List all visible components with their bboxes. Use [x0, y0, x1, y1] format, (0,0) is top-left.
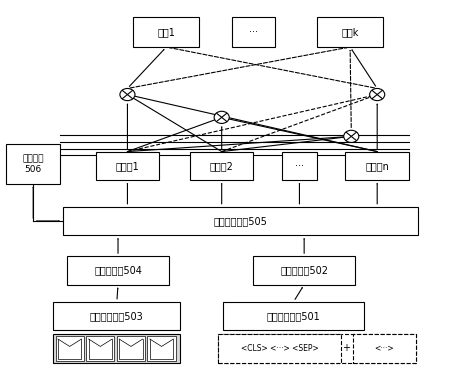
FancyBboxPatch shape: [63, 207, 419, 235]
FancyBboxPatch shape: [86, 336, 115, 361]
Text: 文本编码器502: 文本编码器502: [280, 265, 328, 275]
FancyBboxPatch shape: [96, 152, 159, 180]
Text: 门控网络
506: 门控网络 506: [22, 154, 44, 173]
Text: 解码器1: 解码器1: [116, 161, 139, 171]
FancyBboxPatch shape: [218, 334, 341, 363]
FancyBboxPatch shape: [6, 144, 60, 184]
Text: 解码器n: 解码器n: [365, 161, 389, 171]
Text: +: +: [342, 343, 349, 354]
Text: 特征融合模块505: 特征融合模块505: [214, 216, 267, 226]
FancyBboxPatch shape: [147, 336, 176, 361]
FancyBboxPatch shape: [53, 302, 181, 330]
FancyBboxPatch shape: [67, 256, 169, 285]
FancyBboxPatch shape: [55, 336, 84, 361]
Text: ···: ···: [295, 161, 304, 171]
FancyBboxPatch shape: [223, 302, 364, 330]
FancyBboxPatch shape: [346, 152, 409, 180]
FancyBboxPatch shape: [282, 152, 317, 180]
Text: ···: ···: [249, 27, 258, 37]
FancyBboxPatch shape: [133, 16, 199, 47]
Circle shape: [344, 130, 359, 142]
Text: 目标图像序列503: 目标图像序列503: [90, 311, 144, 321]
Text: <···>: <···>: [374, 344, 394, 353]
FancyBboxPatch shape: [218, 334, 416, 363]
Text: 目标文本序列501: 目标文本序列501: [267, 311, 320, 321]
Circle shape: [214, 111, 229, 123]
FancyBboxPatch shape: [190, 152, 254, 180]
FancyBboxPatch shape: [232, 16, 275, 47]
Text: 图像编码器504: 图像编码器504: [94, 265, 142, 275]
Circle shape: [370, 88, 385, 101]
Text: <CLS> <···> <SEP>: <CLS> <···> <SEP>: [241, 344, 319, 353]
Text: 任务k: 任务k: [341, 27, 359, 37]
FancyBboxPatch shape: [353, 334, 416, 363]
FancyBboxPatch shape: [254, 256, 355, 285]
FancyBboxPatch shape: [117, 336, 145, 361]
Text: 任务1: 任务1: [157, 27, 175, 37]
FancyBboxPatch shape: [53, 334, 181, 363]
FancyBboxPatch shape: [317, 16, 383, 47]
Circle shape: [120, 88, 135, 101]
Text: 解码器2: 解码器2: [210, 161, 234, 171]
